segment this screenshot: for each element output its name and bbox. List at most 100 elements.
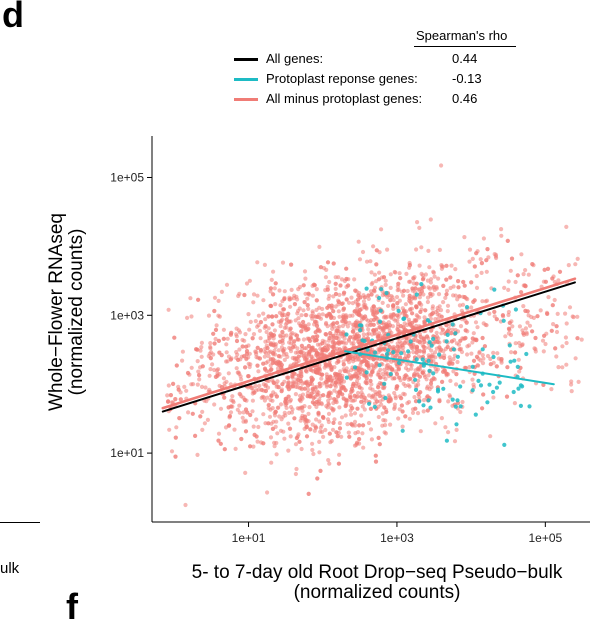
scatter-point bbox=[368, 320, 373, 325]
scatter-point bbox=[352, 419, 358, 424]
scatter-point bbox=[344, 297, 349, 302]
scatter-point bbox=[312, 428, 317, 433]
scatter-point bbox=[255, 260, 260, 265]
scatter-point bbox=[384, 322, 389, 327]
scatter-point bbox=[380, 411, 385, 416]
scatter-point bbox=[491, 354, 496, 360]
scatter-point bbox=[402, 316, 407, 321]
scatter-point bbox=[311, 451, 316, 457]
scatter-point bbox=[356, 339, 361, 344]
scatter-point bbox=[266, 402, 271, 407]
scatter-point bbox=[243, 418, 248, 423]
scatter-point bbox=[512, 358, 517, 363]
scatter-point bbox=[268, 357, 273, 362]
scatter-point bbox=[216, 431, 222, 436]
scatter-point bbox=[380, 300, 385, 305]
scatter-point bbox=[538, 308, 543, 313]
scatter-point bbox=[309, 346, 314, 351]
scatter-point bbox=[394, 371, 400, 376]
scatter-point bbox=[435, 367, 440, 372]
scatter-point bbox=[313, 319, 318, 324]
scatter-point bbox=[567, 305, 573, 310]
scatter-point bbox=[359, 413, 364, 418]
scatter-point bbox=[266, 326, 271, 331]
scatter-point bbox=[437, 399, 442, 404]
scatter-point bbox=[332, 417, 337, 422]
scatter-point bbox=[397, 271, 402, 276]
scatter-point bbox=[382, 381, 387, 386]
scatter-point bbox=[282, 352, 287, 357]
scatter-point bbox=[198, 348, 203, 353]
scatter-point bbox=[236, 293, 241, 299]
scatter-point bbox=[166, 307, 171, 312]
scatter-point bbox=[457, 347, 462, 352]
scatter-point bbox=[276, 354, 281, 359]
scatter-point bbox=[349, 422, 354, 427]
scatter-point bbox=[352, 411, 358, 416]
scatter-point bbox=[518, 403, 524, 408]
scatter-point bbox=[343, 413, 348, 418]
scatter-point bbox=[411, 373, 417, 379]
scatter-point bbox=[463, 328, 468, 333]
scatter-point bbox=[358, 307, 363, 313]
scatter-point bbox=[332, 341, 337, 346]
scatter-point bbox=[308, 381, 313, 386]
scatter-point bbox=[315, 334, 320, 339]
scatter-point bbox=[458, 404, 463, 409]
scatter-point bbox=[349, 295, 354, 300]
scatter-point bbox=[524, 330, 529, 335]
scatter-point bbox=[306, 491, 311, 496]
scatter-point bbox=[401, 325, 406, 330]
scatter-point bbox=[316, 411, 321, 416]
scatter-point bbox=[444, 277, 449, 282]
scatter-point bbox=[327, 336, 332, 341]
scatter-point bbox=[377, 363, 382, 368]
scatter-point bbox=[517, 324, 523, 329]
scatter-point bbox=[480, 361, 486, 366]
scatter-point bbox=[407, 321, 412, 327]
scatter-point bbox=[310, 293, 315, 298]
scatter-point bbox=[276, 385, 281, 390]
scatter-point bbox=[280, 260, 286, 265]
scatter-point bbox=[335, 320, 340, 325]
scatter-point bbox=[234, 338, 240, 344]
x-axis-label-units: (normalized counts) bbox=[294, 582, 461, 603]
scatter-point bbox=[214, 323, 219, 328]
scatter-point bbox=[471, 358, 477, 363]
scatter-point bbox=[396, 367, 401, 372]
scatter-point bbox=[270, 351, 276, 356]
scatter-point bbox=[374, 248, 379, 253]
scatter-point bbox=[243, 332, 248, 337]
scatter-point bbox=[330, 427, 336, 432]
scatter-point bbox=[459, 308, 464, 313]
scatter-point bbox=[408, 376, 413, 381]
scatter-point bbox=[571, 315, 576, 320]
scatter-point bbox=[530, 329, 535, 334]
scatter-point bbox=[337, 452, 342, 457]
scatter-point bbox=[380, 423, 385, 428]
scatter-point bbox=[458, 338, 463, 343]
scatter-point bbox=[447, 361, 452, 366]
scatter-point bbox=[453, 267, 458, 272]
scatter-point bbox=[321, 415, 326, 420]
scatter-point bbox=[288, 404, 294, 410]
scatter-point bbox=[328, 440, 333, 445]
scatter-point bbox=[318, 429, 323, 434]
scatter-point bbox=[481, 392, 486, 397]
scatter-point bbox=[523, 326, 529, 331]
scatter-point bbox=[446, 430, 451, 435]
scatter-point bbox=[542, 333, 547, 338]
scatter-point bbox=[398, 355, 403, 360]
scatter-point bbox=[238, 374, 243, 379]
scatter-point bbox=[444, 288, 450, 293]
scatter-point bbox=[524, 351, 529, 357]
scatter-point bbox=[297, 397, 302, 402]
scatter-point bbox=[381, 275, 387, 280]
scatter-point bbox=[419, 245, 424, 250]
scatter-point bbox=[439, 263, 444, 268]
scatter-point bbox=[426, 285, 431, 290]
scatter-point bbox=[447, 393, 452, 398]
scatter-point bbox=[302, 414, 308, 419]
scatter-point bbox=[434, 285, 439, 290]
scatter-point bbox=[377, 442, 382, 447]
